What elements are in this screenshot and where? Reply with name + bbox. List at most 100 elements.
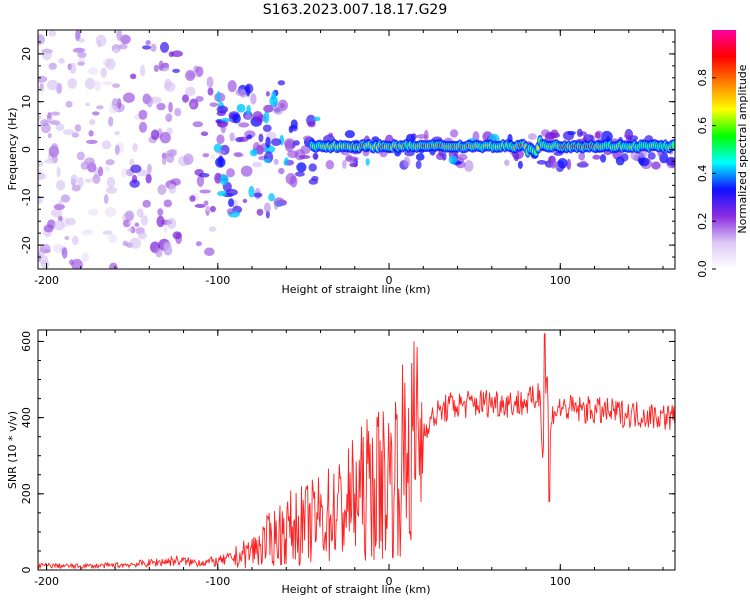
- spectrogram-cell: [226, 168, 235, 178]
- spectrogram-cell: [629, 135, 639, 142]
- spectrogram-ylabel: Frequency (Hz): [6, 108, 19, 191]
- spectrogram-cell: [88, 130, 94, 137]
- spectrogram-cell: [258, 133, 264, 143]
- spectrogram-cell: [209, 205, 216, 213]
- spectrogram-cell: [95, 34, 107, 47]
- spectrogram-cell: [50, 111, 61, 116]
- spectrogram-cell: [77, 177, 84, 188]
- spectrogram-cell: [38, 195, 43, 205]
- spectrogram-cell: [164, 78, 172, 90]
- spectrogram-cell: [195, 95, 204, 102]
- spectrogram-cell: [41, 48, 52, 61]
- spectrogram-cell: [308, 178, 319, 185]
- spectrogram-cell: [292, 140, 300, 146]
- spectrogram-cell: [69, 62, 77, 74]
- spectrogram-cell: [238, 122, 250, 128]
- spectrogram-cell: [55, 123, 65, 131]
- spectrogram-cell: [527, 133, 537, 140]
- spectrogram-cell: [226, 208, 235, 215]
- spectrogram-cell: [60, 194, 71, 203]
- spectrogram-cell: [84, 77, 96, 90]
- spectrogram-cell: [271, 90, 276, 101]
- spectrogram-cell: [134, 222, 140, 227]
- spectrogram-cell: [202, 153, 210, 158]
- spectrogram-cell: [163, 241, 172, 252]
- spectrogram-cell: [48, 30, 57, 37]
- spectrogram-cell: [53, 220, 65, 231]
- spectrogram-cell: [277, 80, 286, 86]
- spectrogram-cell: [50, 208, 63, 218]
- spectrogram-cell: [97, 166, 104, 177]
- snr-xtick-label: 100: [550, 575, 571, 588]
- snr-ytick-label: 0: [20, 567, 33, 574]
- spectrogram-cell: [153, 64, 160, 73]
- spectrogram-cell: [185, 70, 196, 82]
- spectrogram-cell: [67, 78, 78, 89]
- spectrogram-cell: [39, 243, 51, 254]
- spectrogram-cell: [77, 38, 86, 43]
- spectrogram-cell: [665, 156, 675, 166]
- spectrogram-cell: [71, 235, 79, 246]
- spectrogram-cell: [46, 79, 59, 91]
- spectrogram-cell: [71, 258, 83, 269]
- spectrogram-cell: [40, 119, 49, 127]
- spectrogram-cell: [228, 198, 235, 208]
- spectrogram-cell: [423, 129, 429, 142]
- snr-panel: -200 -100 0 100 0 200 400 600 Height of straigh…: [6, 329, 676, 596]
- snr-xtick-label: 0: [386, 575, 393, 588]
- spectrogram-cell: [62, 129, 75, 135]
- spectrogram-cell: [92, 174, 101, 184]
- spectrogram-cell: [157, 184, 167, 195]
- spectrogram-cell: [328, 132, 334, 138]
- spectrogram-cell: [263, 111, 270, 124]
- spectrogram-cell: [85, 102, 90, 107]
- spectrogram-cell: [108, 116, 114, 127]
- snr-xtick-label: -200: [34, 575, 59, 588]
- colorbar-tick-label: 0.4: [696, 165, 709, 183]
- spectrogram-cell: [48, 62, 57, 70]
- spectrogram-cell: [43, 224, 54, 233]
- spectrogram-cell: [517, 160, 523, 169]
- spectrogram-cell: [140, 64, 146, 77]
- spectrogram-cell: [647, 152, 656, 160]
- spectrogram-cell: [129, 237, 142, 249]
- spectrogram-cell: [194, 203, 206, 209]
- spectrogram-cell: [216, 190, 228, 197]
- spectrogram-cell: [166, 149, 177, 157]
- spectrogram-cell: [103, 193, 109, 205]
- spectrogram-cell: [77, 51, 87, 58]
- spectrogram-cell: [168, 101, 173, 113]
- spectrogram-xtick-label: -100: [205, 274, 230, 287]
- spectrogram-cell: [219, 174, 229, 186]
- spectrogram-cell: [150, 43, 157, 52]
- spectrogram-cell: [210, 154, 216, 160]
- spectrogram-ytick-label: -20: [20, 236, 33, 254]
- spectrogram-cell: [101, 140, 112, 150]
- snr-ylabel: SNR (10 * v/v): [6, 411, 19, 489]
- spectrogram-cell: [325, 159, 335, 170]
- spectrogram-cell: [289, 175, 298, 188]
- spectrogram-cell: [196, 175, 205, 187]
- spectrogram-cell: [120, 34, 131, 45]
- spectrogram-cell: [567, 130, 576, 136]
- spectrogram-cell: [238, 136, 249, 142]
- spectrogram-cell: [576, 128, 583, 138]
- spectrogram-cell: [81, 229, 94, 236]
- spectrogram-cell: [155, 247, 163, 258]
- spectrogram-cell: [263, 104, 274, 113]
- spectrogram-cell: [463, 160, 474, 172]
- colorbar-tick-label: 0.2: [696, 212, 709, 230]
- spectrogram-cell: [156, 215, 165, 228]
- spectrogram-cell: [94, 80, 101, 92]
- spectrogram-cell: [122, 219, 131, 228]
- spectrogram-cell: [163, 222, 168, 234]
- spectrogram-cell: [142, 45, 152, 50]
- spectrogram-cell: [435, 152, 445, 161]
- spectrogram-cell: [140, 215, 148, 226]
- spectrogram-cell: [504, 159, 510, 166]
- spectrogram-cell: [38, 34, 45, 45]
- spectrogram-cell: [47, 133, 52, 139]
- spectrogram-cell: [232, 113, 241, 124]
- spectrogram-ytick-label: -10: [20, 188, 33, 206]
